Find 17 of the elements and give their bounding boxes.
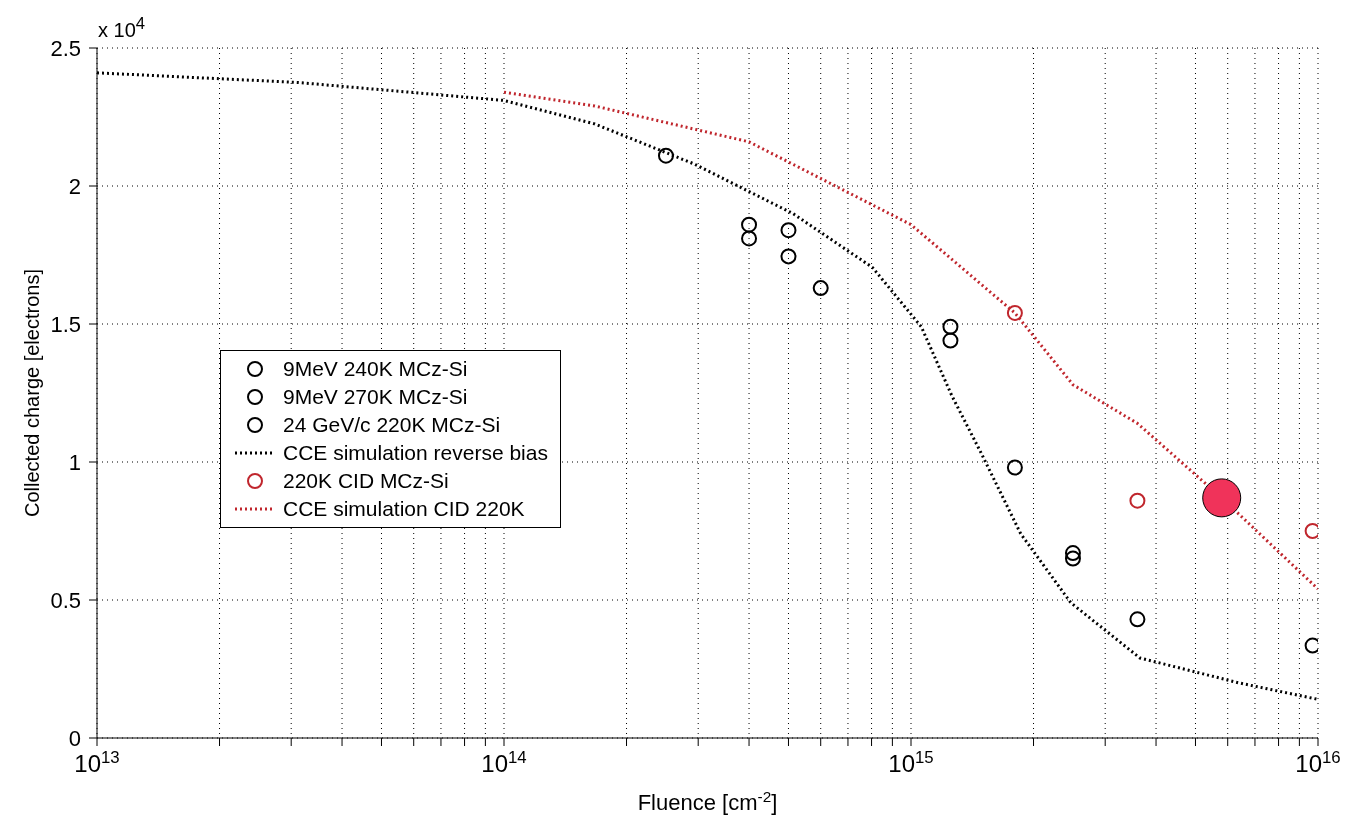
legend-label: 9MeV 270K MCz-Si: [283, 384, 468, 410]
x-tick-label: 10$^{14}$: [481, 747, 527, 777]
y-tick-label: 1: [68, 450, 81, 475]
legend-label: 24 GeV/c 220K MCz-Si: [283, 412, 501, 438]
y-tick-label: 2: [68, 174, 81, 199]
legend-label: CCE simulation CID 220K: [283, 496, 525, 522]
y-tick-label: 2.5: [50, 36, 81, 61]
legend-label: 220K CID MCz-Si: [283, 468, 449, 494]
legend-label: 9MeV 240K MCz-Si: [283, 356, 468, 382]
text: x 10$^{4}$: [98, 14, 146, 42]
legend-label: CCE simulation reverse bias: [283, 440, 548, 466]
y-tick-label: 0.5: [50, 588, 81, 613]
x-tick-label: 10$^{16}$: [1295, 747, 1341, 777]
y-tick-label: 1.5: [50, 312, 81, 337]
x-tick-label: 10$^{15}$: [888, 747, 934, 777]
x-axis-title: Fluence [cm$^{-2}$]: [637, 787, 778, 815]
y-axis-title: Collected charge [electrons]: [21, 269, 43, 517]
